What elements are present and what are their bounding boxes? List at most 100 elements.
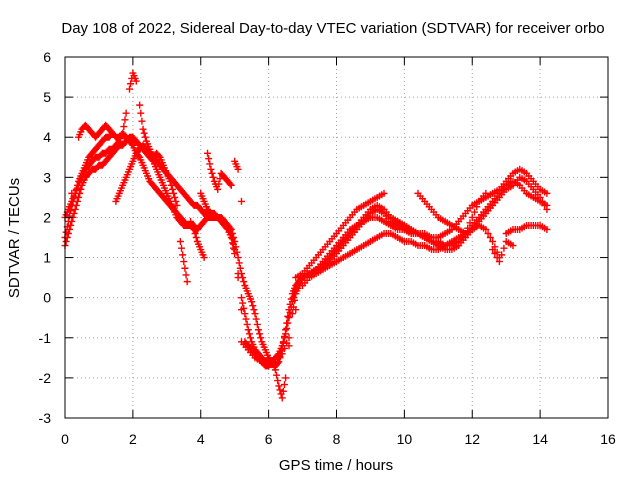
y-tick-label: 6 [43,49,51,65]
data-point [182,271,190,279]
data-point [285,334,293,342]
data-point [251,310,259,318]
data-point [239,299,247,307]
data-point [223,224,231,232]
data-point [231,250,239,258]
data-point [76,189,84,197]
data-point [282,330,290,338]
data-point [283,324,291,332]
data-point [482,189,490,197]
data-point [498,251,506,259]
data-point [227,181,235,189]
data-point [543,189,551,197]
data-point [173,201,181,209]
data-point [141,133,149,141]
data-point [204,149,212,157]
data-point [237,197,245,205]
data-point [170,189,178,197]
y-tick-label: 2 [43,209,51,225]
data-point [466,219,474,227]
data-point [500,244,508,252]
data-point [155,152,163,160]
y-tick-label: 1 [43,250,51,266]
data-point [541,201,549,209]
data-point [167,181,175,189]
data-point [192,234,200,241]
y-tick-label: 4 [43,129,51,145]
data-point [62,238,70,246]
data-point [234,274,242,282]
data-point [256,330,264,338]
x-tick-label: 16 [600,431,616,447]
data-point [200,254,208,262]
data-point [288,298,296,306]
data-point [172,197,180,205]
data-point [284,312,292,320]
data-point [244,326,252,334]
data-point [122,109,130,117]
data-point [250,306,258,314]
data-point [227,234,235,241]
data-point [66,225,74,233]
chart-title: Day 108 of 2022, Sidereal Day-to-day VTE… [61,20,604,37]
data-point [236,264,244,272]
data-point [179,251,187,259]
data-point [471,208,479,216]
data-point [230,244,238,252]
data-point [282,374,290,382]
data-point [276,386,284,394]
data-point [489,238,497,246]
data-point [278,350,286,358]
data-point [171,193,179,201]
data-point [509,242,517,250]
data-point [407,225,415,233]
data-point [205,155,213,163]
data-point [136,101,144,109]
y-tick-label: -2 [39,370,52,386]
data-point [128,140,136,148]
data-point [237,306,245,314]
data-point [127,80,135,88]
data-point [68,217,76,225]
data-point [274,377,282,385]
data-point [243,320,251,328]
data-point [166,177,174,185]
data-point [248,298,256,306]
x-tick-label: 8 [333,431,341,447]
data-point [207,165,215,173]
data-point [241,310,249,318]
data-point [64,229,72,237]
data-point [234,254,242,262]
data-point [72,201,80,209]
data-point [125,85,133,93]
data-point [464,224,472,232]
data-point [209,173,217,181]
data-point [495,258,503,266]
data-point [242,315,250,323]
data-point [491,250,499,258]
data-point [279,338,287,346]
x-tick-label: 12 [464,431,480,447]
data-point [214,185,222,193]
data-points [61,69,551,402]
data-point [119,129,127,137]
x-tick-label: 4 [197,431,205,447]
x-tick-label: 2 [129,431,137,447]
data-point [247,334,255,342]
data-point [275,382,283,390]
data-point [228,239,236,247]
data-point [73,197,81,205]
data-point [273,371,281,379]
data-point [257,334,265,342]
data-point [235,259,243,267]
data-point [287,303,295,311]
data-point [278,394,286,402]
data-point [245,330,253,338]
data-point [67,221,75,229]
data-point [482,225,490,233]
data-point [68,189,76,197]
data-point [180,258,188,266]
data-point [285,314,293,322]
data-point [489,246,497,254]
